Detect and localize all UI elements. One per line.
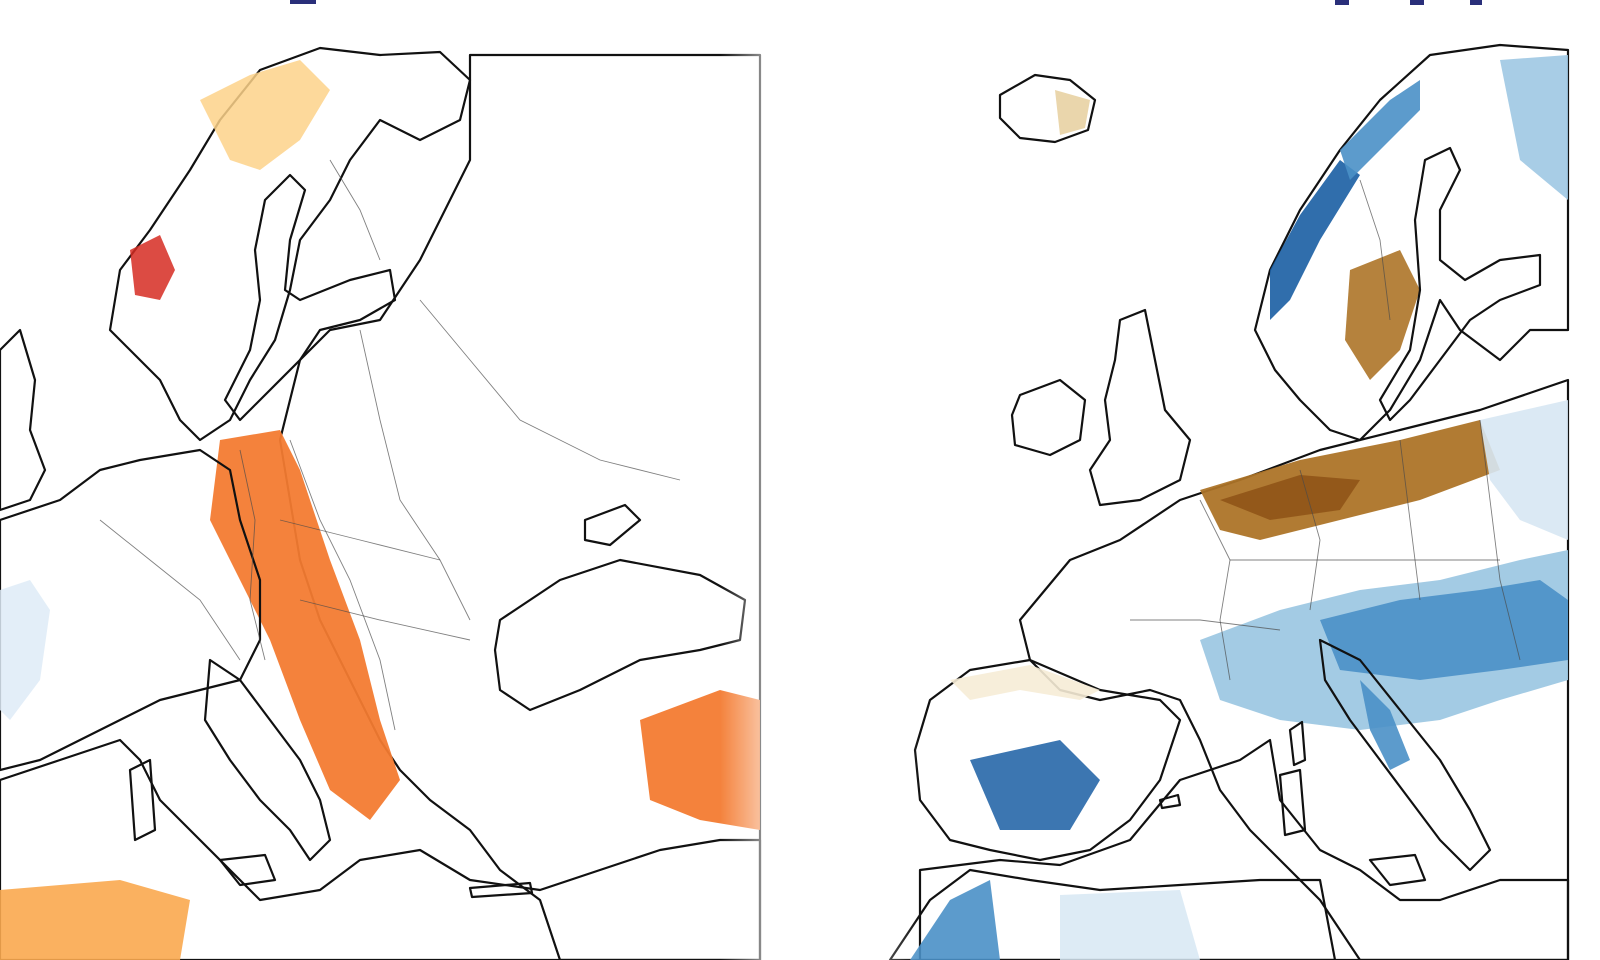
iceland-land: [998, 73, 1097, 144]
eastern-europe-land: [278, 53, 762, 960]
italy-land: [1318, 638, 1492, 872]
black-sea: [493, 558, 747, 712]
italy-land: [203, 658, 332, 862]
great-britain-land: [1088, 308, 1192, 507]
precipitation-anomaly-map: [800, 0, 1600, 960]
scandinavia-land: [1253, 43, 1570, 442]
north-africa-land: [888, 868, 1337, 960]
baltic-sea: [1378, 146, 1542, 422]
baltic-sea: [223, 173, 397, 422]
mediterranean-sea: [918, 738, 1570, 960]
iberian-peninsula-land: [913, 658, 1182, 862]
cropped-header-strip: [0, 0, 1600, 8]
ireland-land: [1010, 378, 1087, 457]
british-isles-land: [0, 328, 47, 512]
temperature-anomaly-map: [0, 0, 800, 960]
